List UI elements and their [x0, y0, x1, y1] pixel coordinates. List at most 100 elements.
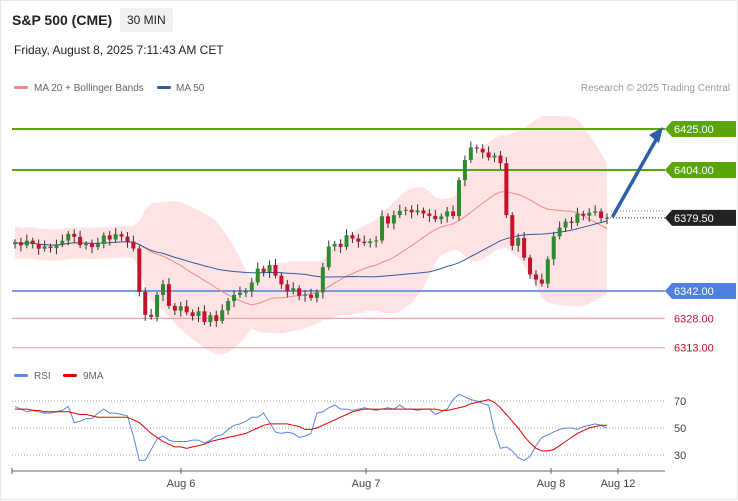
candle-body [261, 268, 266, 272]
candle-body [18, 242, 23, 246]
candle-body [84, 243, 89, 246]
ma9-legend-swatch [63, 374, 77, 377]
candle-body [155, 294, 160, 317]
candle-body [161, 284, 165, 295]
forecast-arrow-shaft [611, 136, 659, 218]
candle-body [504, 163, 509, 216]
candle-body [232, 294, 237, 302]
candle-body [575, 213, 580, 223]
candle-body [368, 241, 373, 244]
candle-body [214, 315, 219, 321]
candle-body [362, 241, 367, 244]
candle-body [131, 241, 136, 249]
candle-body [516, 237, 521, 246]
candle-body [480, 148, 485, 153]
level-label: 6425.00 [674, 124, 714, 136]
candle-body [267, 265, 272, 272]
candle-body [208, 315, 213, 323]
candle-body [48, 246, 53, 249]
candle-body [445, 211, 450, 217]
candle-body [439, 216, 444, 220]
candle-body [226, 301, 231, 311]
level-tag-6425.00 [665, 121, 736, 137]
candle-body [492, 155, 497, 158]
candle-body [522, 237, 527, 258]
candle-body [599, 211, 604, 219]
candle-body [539, 279, 544, 284]
candle-body [563, 221, 568, 228]
candle-body [314, 292, 319, 298]
candle-body [78, 236, 83, 246]
candle-body [551, 236, 556, 260]
candle-body [255, 268, 260, 283]
candle-body [149, 314, 154, 317]
candle-body [385, 216, 390, 224]
candle-body [498, 155, 503, 164]
candle-body [184, 306, 189, 313]
candle-body [332, 243, 337, 247]
rsi-level-label: 50 [674, 423, 686, 435]
level-tag-6342.00 [665, 283, 736, 300]
candle-body [101, 235, 106, 244]
candle-body [72, 233, 77, 237]
level-lines: 6425.00 6404.00 6342.00 6328.00 6313.00 [12, 121, 736, 355]
ma20-legend-label: MA 20 + Bollinger Bands [34, 83, 144, 94]
candle-body [338, 243, 343, 247]
candle-body [397, 210, 402, 216]
candle-body [581, 213, 586, 216]
timeframe-button[interactable]: 30 MIN [120, 8, 173, 32]
candle-body [486, 152, 491, 158]
forecast-arrow-head [649, 127, 663, 143]
candle-body [24, 240, 29, 246]
level-label: 6328.00 [674, 313, 714, 325]
candle-body [237, 292, 242, 295]
candle-body [291, 288, 296, 292]
level-tag-6404.00 [665, 162, 736, 178]
last-price-label: 6379.50 [674, 213, 714, 225]
candle-body [403, 209, 408, 211]
candle-body [320, 267, 325, 293]
candle-body [60, 240, 65, 245]
rsi-line [14, 393, 608, 461]
candle-body [13, 242, 17, 245]
candle-body [190, 312, 195, 317]
instrument-title: S&P 500 (CME) [12, 12, 113, 28]
candle-body [279, 275, 284, 285]
candle-body [474, 147, 479, 149]
candle-body [391, 215, 396, 224]
candle-body [172, 305, 177, 311]
candle-body [42, 246, 47, 249]
last-price-tag [665, 209, 736, 226]
candle-body [451, 211, 456, 217]
candle-body [202, 311, 207, 323]
time-tick-label: Aug 12 [601, 478, 636, 490]
candle-body [468, 147, 473, 161]
candle-body [356, 238, 361, 242]
ma50-legend-swatch [157, 86, 171, 89]
rsi-level-label: 30 [674, 450, 686, 462]
candle-body [510, 215, 515, 246]
candle-body [415, 210, 420, 213]
candle-body [457, 180, 461, 217]
candle-body [569, 221, 574, 223]
candle-body [249, 282, 254, 292]
candle-body [326, 246, 331, 268]
candle-body [143, 291, 148, 315]
candle-body [433, 215, 438, 220]
candle-body [350, 235, 355, 239]
candle-body [285, 284, 290, 292]
candle-body [427, 213, 432, 216]
candle-body [113, 234, 118, 240]
candle-body [178, 306, 183, 311]
level-label: 6342.00 [674, 286, 714, 298]
chart-datetime: Friday, August 8, 2025 7:11:43 AM CET [14, 43, 224, 57]
candle-body [462, 160, 467, 181]
candle-body [243, 291, 248, 293]
time-tick-label: Aug 7 [352, 478, 381, 490]
rsi-panel: 70 50 30 [12, 393, 686, 462]
candle-body [273, 265, 278, 276]
candle-body [89, 243, 94, 248]
ma50-legend-label: MA 50 [176, 83, 205, 94]
candles [13, 141, 609, 327]
